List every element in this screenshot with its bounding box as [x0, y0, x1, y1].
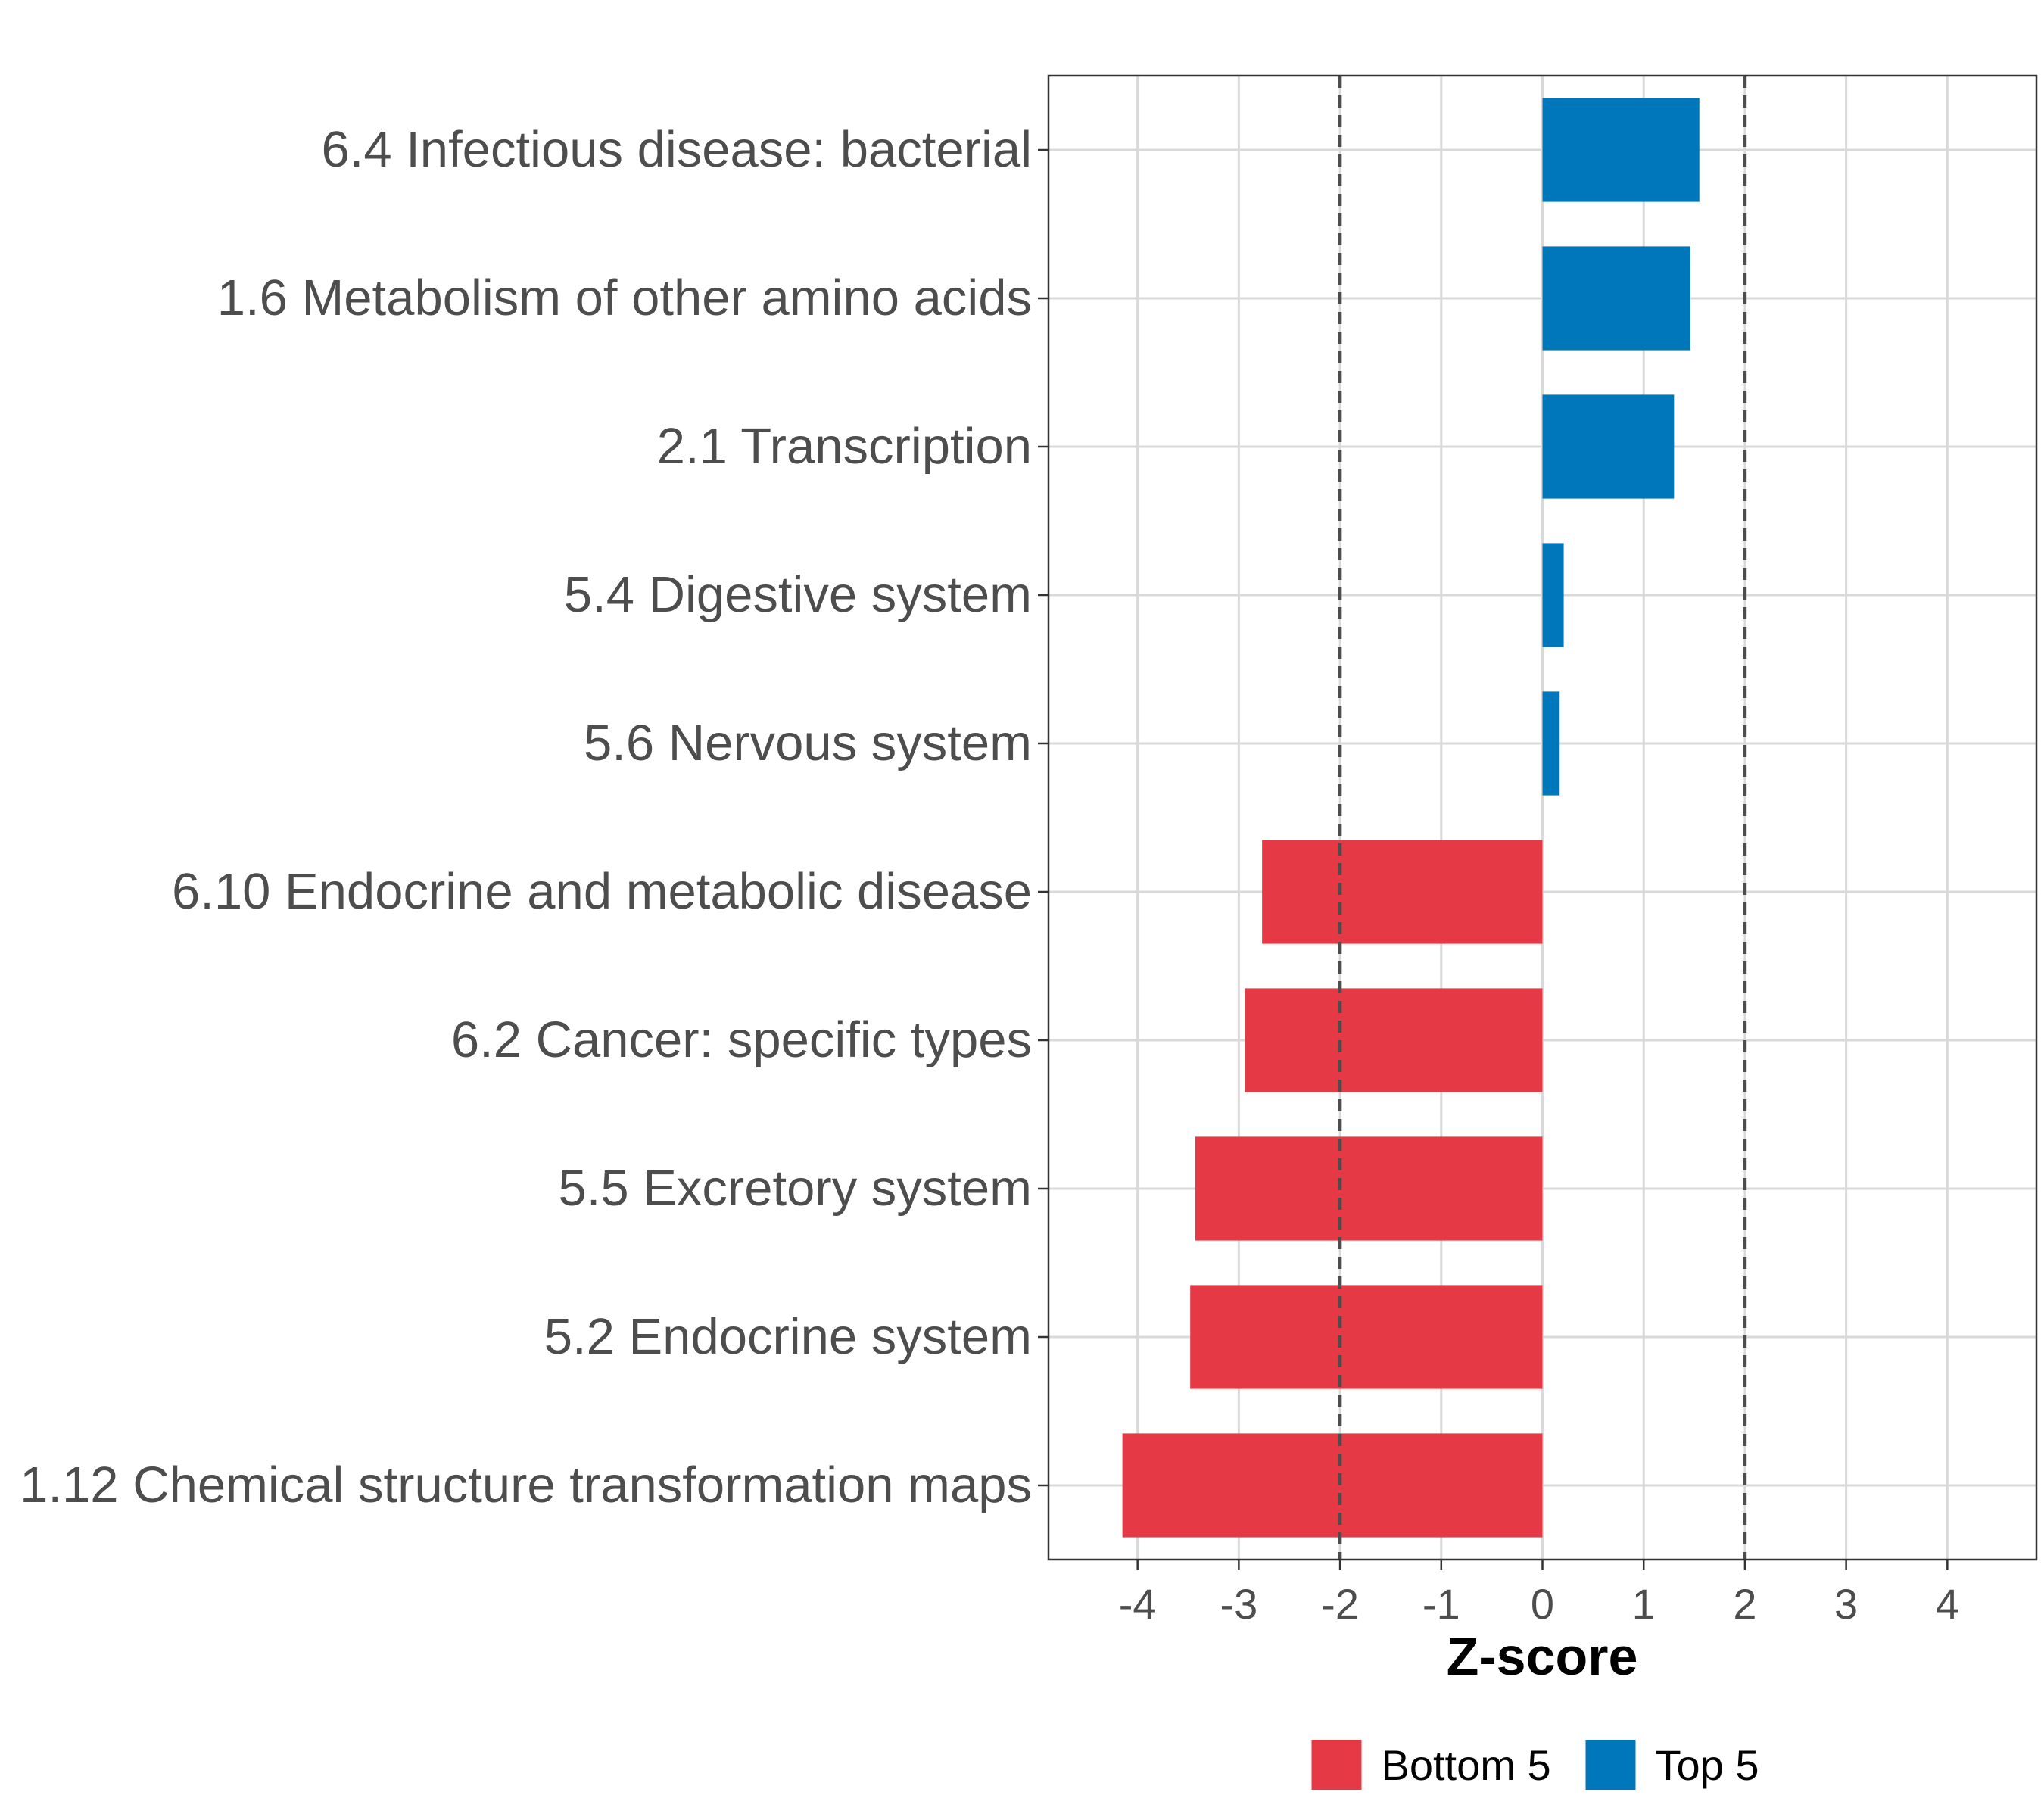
y-axis: 6.4 Infectious disease: bacterial 1.6 Met…	[20, 121, 1048, 1513]
y-tick-label: 5.2 Endocrine system	[544, 1308, 1032, 1365]
y-tick-label: 1.12 Chemical structure transformation m…	[20, 1457, 1032, 1513]
y-tick-label: 6.2 Cancer: specific types	[451, 1011, 1032, 1068]
x-tick-label: 1	[1632, 1580, 1656, 1628]
y-tick-label: 5.5 Excretory system	[558, 1160, 1032, 1217]
bar	[1542, 394, 1675, 499]
x-axis: -4 -3 -2 -1 0 1 2 3 4	[1119, 1560, 1959, 1628]
y-tick-label: 6.10 Endocrine and metabolic disease	[172, 863, 1032, 920]
x-tick-label: -3	[1220, 1580, 1257, 1628]
y-tick-label: 5.6 Nervous system	[584, 715, 1032, 771]
bar	[1542, 543, 1564, 647]
bar	[1122, 1433, 1543, 1538]
y-tick-label: 6.4 Infectious disease: bacterial	[321, 121, 1032, 178]
x-tick-label: 2	[1733, 1580, 1756, 1628]
legend-label: Top 5	[1656, 1741, 1759, 1789]
x-tick-label: 3	[1834, 1580, 1858, 1628]
x-axis-title: Z-score	[1447, 1627, 1638, 1686]
legend-key	[1311, 1740, 1362, 1790]
legend: Bottom 5 Top 5	[1311, 1740, 1759, 1790]
y-tick-label: 5.4 Digestive system	[564, 566, 1032, 623]
bar	[1542, 98, 1700, 202]
x-tick-label: -4	[1119, 1580, 1157, 1628]
bar	[1542, 691, 1560, 796]
x-tick-label: 0	[1531, 1580, 1554, 1628]
reference-lines	[1338, 76, 1747, 1560]
bar	[1262, 840, 1543, 944]
legend-key	[1585, 1740, 1636, 1790]
bar-layer	[1122, 98, 1700, 1538]
x-tick-label: -2	[1321, 1580, 1359, 1628]
x-tick-label: 4	[1936, 1580, 1959, 1628]
legend-label: Bottom 5	[1382, 1741, 1551, 1789]
y-tick-label: 2.1 Transcription	[657, 418, 1032, 475]
x-tick-label: -1	[1422, 1580, 1460, 1628]
y-tick-label: 1.6 Metabolism of other amino acids	[217, 270, 1032, 326]
bar	[1542, 246, 1690, 351]
bar	[1195, 1136, 1543, 1241]
bar	[1190, 1285, 1543, 1389]
bar	[1245, 988, 1543, 1092]
